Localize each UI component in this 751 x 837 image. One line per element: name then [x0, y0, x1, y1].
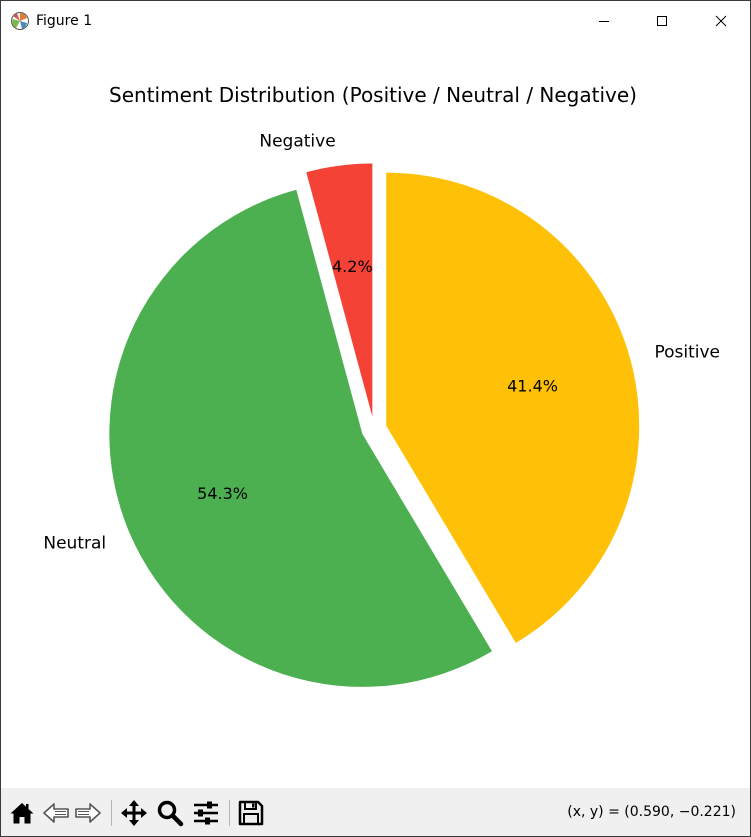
window-title: Figure 1: [36, 13, 93, 29]
pie-chart: Sentiment Distribution (Positive / Neutr…: [43, 83, 720, 687]
figure-canvas[interactable]: Sentiment Distribution (Positive / Neutr…: [1, 41, 750, 788]
maximize-icon: [657, 16, 667, 26]
configure-subplots-button[interactable]: [191, 798, 221, 828]
sliders-icon: [194, 801, 218, 825]
magnifier-icon: [157, 800, 184, 827]
toolbar-separator: [111, 800, 112, 826]
home-icon: [10, 803, 34, 824]
pie-slice-positive: [386, 172, 640, 643]
title-bar: Figure 1: [1, 1, 750, 41]
home-button[interactable]: [7, 798, 37, 828]
toolbar-separator: [229, 800, 230, 826]
chart-title: Sentiment Distribution (Positive / Neutr…: [109, 83, 637, 107]
pie-pct-label-negative: 4.2%: [332, 257, 373, 276]
maximize-button[interactable]: [633, 1, 691, 41]
minimize-icon: [599, 21, 609, 22]
zoom-button[interactable]: [155, 798, 185, 828]
save-button[interactable]: [236, 798, 266, 828]
pie-slice-neutral: [109, 189, 492, 687]
forward-button[interactable]: [73, 798, 103, 828]
forward-arrow-icon: [75, 803, 101, 823]
floppy-disk-icon: [238, 800, 264, 826]
pie-category-label-negative: Negative: [259, 132, 335, 152]
pie-slice-negative: [306, 163, 373, 417]
cursor-coordinates: (x, y) = (0.590, −0.221): [567, 804, 736, 820]
back-button[interactable]: [41, 798, 71, 828]
navigation-toolbar: (x, y) = (0.590, −0.221): [1, 788, 750, 836]
pie-pct-label-positive: 41.4%: [507, 376, 558, 395]
minimize-button[interactable]: [575, 1, 633, 41]
pan-button[interactable]: [119, 798, 149, 828]
close-icon: [715, 15, 727, 27]
back-arrow-icon: [43, 803, 69, 823]
pie-category-label-positive: Positive: [654, 343, 720, 363]
pie-pct-label-neutral: 54.3%: [197, 484, 248, 503]
pie-category-label-neutral: Neutral: [43, 534, 106, 554]
close-button[interactable]: [692, 1, 750, 41]
move-icon: [121, 800, 147, 826]
matplotlib-app-icon: [11, 12, 29, 30]
